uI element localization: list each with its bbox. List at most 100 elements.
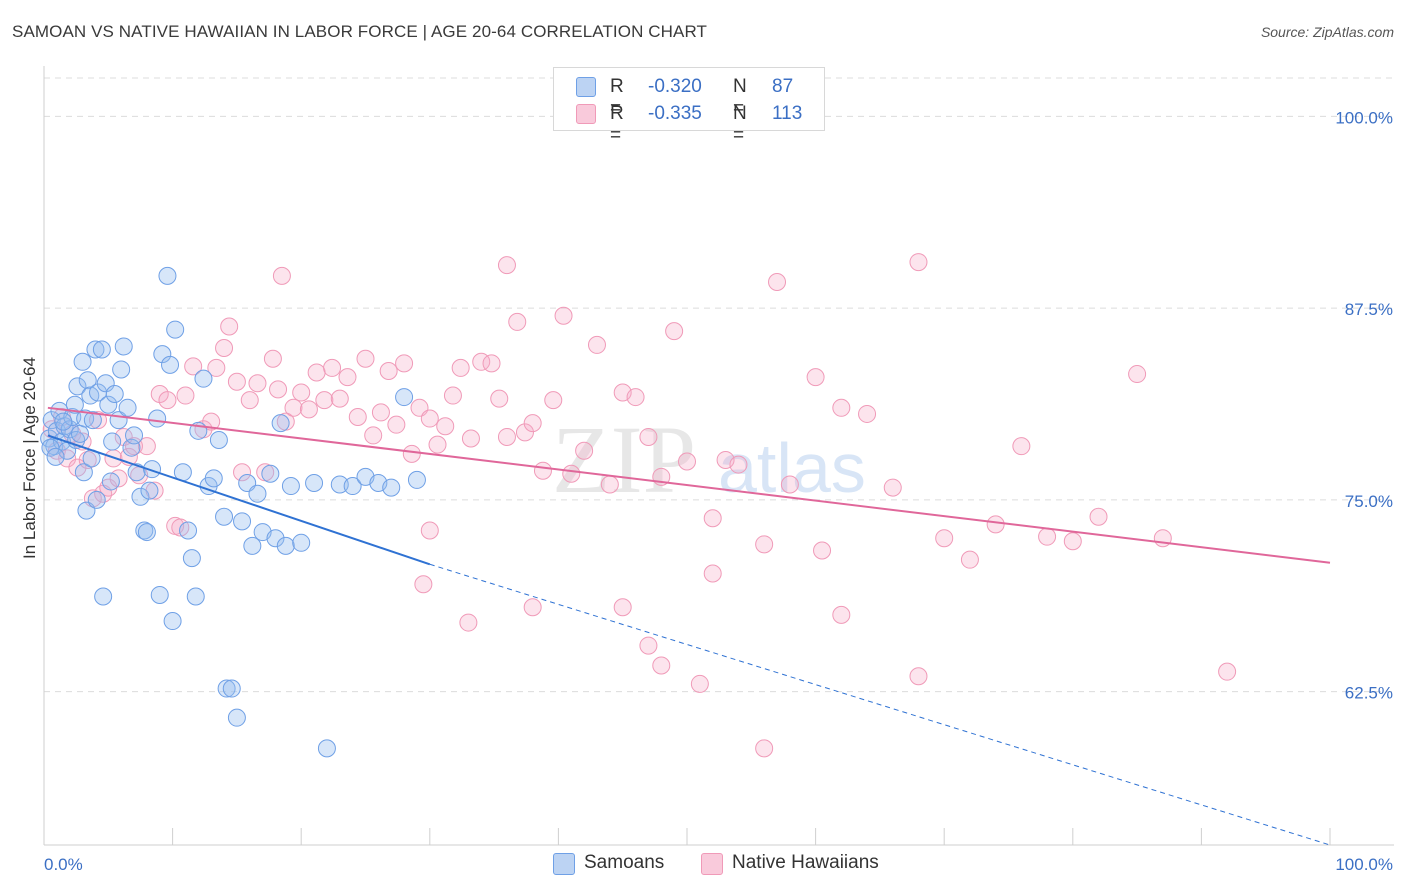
samoan-point <box>83 411 102 430</box>
watermark-zip: ZIP <box>552 406 696 513</box>
hawaiian-point <box>1089 507 1108 526</box>
samoans-r-value: -0.320 <box>648 76 702 97</box>
tick-labels: 62.5% 75.0% 87.5% 100.0% 0.0% 100.0% <box>44 108 1393 874</box>
watermark: ZIP atlas <box>552 406 866 513</box>
hawaiian-point <box>832 398 851 417</box>
hawaiian-point <box>703 509 722 528</box>
hawaiian-point <box>755 535 774 554</box>
hawaiian-point <box>935 529 954 548</box>
samoan-point <box>194 369 213 388</box>
samoan-point <box>118 398 137 417</box>
hawaiian-point <box>395 354 414 373</box>
hawaiian-point <box>482 354 501 373</box>
hawaiian-point <box>215 338 234 357</box>
axes <box>43 66 1394 846</box>
samoan-point <box>71 424 90 443</box>
samoan-point <box>179 521 198 540</box>
hawaiian-point <box>68 458 87 477</box>
y-tick-label: 75.0% <box>1345 492 1393 511</box>
y-tick-label: 87.5% <box>1345 300 1393 319</box>
hawaiian-point <box>523 598 542 617</box>
hawaiian-point <box>263 349 282 368</box>
samoan-point <box>209 431 228 450</box>
samoan-point <box>163 612 182 631</box>
hawaiian-point <box>652 656 671 675</box>
samoan-point <box>317 739 336 758</box>
hawaiian-point <box>575 441 594 460</box>
hawaiian-point <box>233 463 252 482</box>
hawaiian-point <box>299 400 318 419</box>
hawaiians-n-value: 113 <box>772 103 803 124</box>
samoans-legend-label: Samoans <box>584 852 665 873</box>
source-credit: Source: ZipAtlas.com <box>1260 24 1394 40</box>
samoan-point <box>233 512 252 531</box>
hawaiian-point <box>1038 527 1057 546</box>
hawaiian-point <box>690 674 709 693</box>
hawaiian-point <box>184 357 203 376</box>
hawaiian-point <box>137 437 156 456</box>
hawaiian-point <box>508 312 527 331</box>
hawaiian-point <box>858 404 877 423</box>
samoan-point <box>148 409 167 428</box>
samoan-point <box>261 464 280 483</box>
samoan-point <box>305 473 324 492</box>
gridlines <box>44 77 1394 693</box>
hawaiian-point <box>202 412 221 431</box>
samoan-point <box>407 470 426 489</box>
hawaiian-point <box>315 391 334 410</box>
hawaiian-point <box>729 455 748 474</box>
hawaiian-point <box>338 368 357 387</box>
y-tick-label: 100.0% <box>1335 108 1393 127</box>
hawaiian-point <box>420 409 439 428</box>
hawaiian-point <box>1063 532 1082 551</box>
samoan-point <box>54 412 73 431</box>
hawaiian-point <box>832 605 851 624</box>
hawaiian-point <box>428 435 447 454</box>
samoan-point <box>243 536 262 555</box>
hawaiian-point <box>883 478 902 497</box>
samoan-point <box>222 679 241 698</box>
hawaiian-point <box>960 550 979 569</box>
trend-lines <box>47 406 1331 846</box>
samoan-point <box>158 266 177 285</box>
samoan-point <box>227 708 246 727</box>
hawaiians-legend-swatch <box>701 853 723 875</box>
r-label: R = <box>610 76 624 119</box>
hawaiian-point <box>813 541 832 560</box>
hawaiian-point <box>284 398 303 417</box>
y-tick-label: 62.5% <box>1345 684 1393 703</box>
samoan-point <box>382 478 401 497</box>
hawaiian-point <box>515 423 534 442</box>
hawaiian-point <box>420 521 439 540</box>
samoan-point <box>101 472 120 491</box>
samoan-point <box>395 388 414 407</box>
hawaiian-point <box>523 414 542 433</box>
hawaiian-point <box>600 475 619 494</box>
hawaiians-legend-label: Native Hawaiians <box>732 852 879 873</box>
hawaiian-point <box>544 391 563 410</box>
x-tick-label-min: 0.0% <box>44 855 83 874</box>
hawaiian-point <box>272 266 291 285</box>
watermark-atlas: atlas <box>718 429 866 507</box>
hawaiian-point <box>220 317 239 336</box>
samoan-point <box>215 507 234 526</box>
hawaiian-point <box>1218 662 1237 681</box>
samoan-point <box>131 487 150 506</box>
hawaiian-point <box>613 598 632 617</box>
hawaiian-point <box>461 429 480 448</box>
samoans-n-value: 87 <box>772 76 794 97</box>
samoan-point <box>266 529 285 548</box>
x-tick-label-max: 100.0% <box>1335 855 1393 874</box>
samoan-point <box>87 490 106 509</box>
samoan-point <box>105 385 124 404</box>
hawaiian-point <box>330 389 349 408</box>
hawaiian-point <box>323 358 342 377</box>
hawaiian-point <box>356 349 375 368</box>
chart-title: SAMOAN VS NATIVE HAWAIIAN IN LABOR FORCE… <box>12 22 708 41</box>
samoan-point <box>143 460 162 479</box>
hawaiian-point <box>348 408 367 427</box>
samoan-point <box>125 426 144 445</box>
samoan-point <box>182 549 201 568</box>
y-axis-label: In Labor Force | Age 20-64 <box>20 357 39 559</box>
